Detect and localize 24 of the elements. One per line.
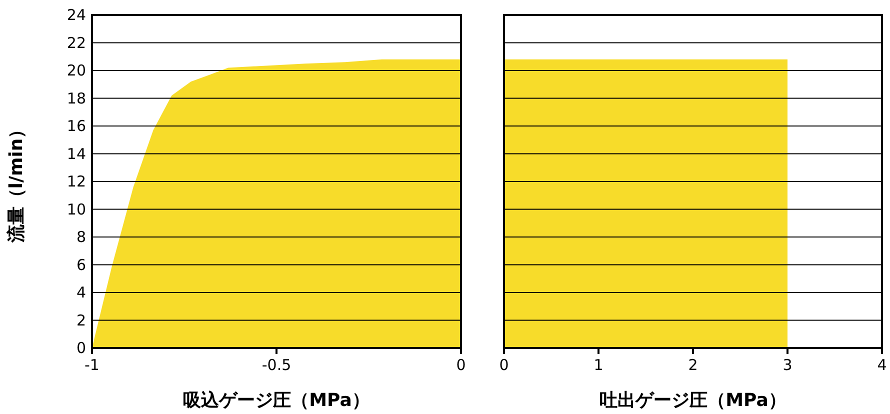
y-tick-label: 10 (66, 200, 86, 218)
y-tick-label: 4 (76, 284, 86, 302)
y-tick-label: 8 (76, 228, 86, 246)
y-tick-label: 14 (66, 144, 86, 163)
y-tick-label: 6 (76, 256, 86, 274)
y-tick-label: 22 (66, 34, 86, 52)
x-tick-label: -0.5 (262, 356, 292, 374)
x-tick-label: 2 (688, 356, 698, 374)
x-tick-label: 3 (782, 356, 792, 374)
x-tick-label: 0 (499, 356, 509, 374)
y-axis-title: 流量（l/min） (6, 120, 27, 244)
y-tick-label: 16 (66, 117, 86, 135)
y-tick-label: 12 (66, 172, 86, 190)
x-tick-label: 0 (456, 356, 466, 374)
x-tick-label: -1 (84, 356, 100, 374)
y-tick-label: 2 (76, 311, 86, 330)
y-tick-label: 20 (66, 62, 86, 80)
y-tick-label: 18 (66, 89, 86, 108)
y-tick-label: 0 (76, 339, 86, 357)
x-tick-label: 4 (877, 356, 887, 374)
x-tick-label: 1 (594, 356, 604, 374)
x-axis-title: 吐出ゲージ圧（MPa） (600, 390, 786, 411)
y-tick-label: 24 (66, 6, 86, 24)
x-axis-title: 吸込ゲージ圧（MPa） (183, 390, 370, 411)
